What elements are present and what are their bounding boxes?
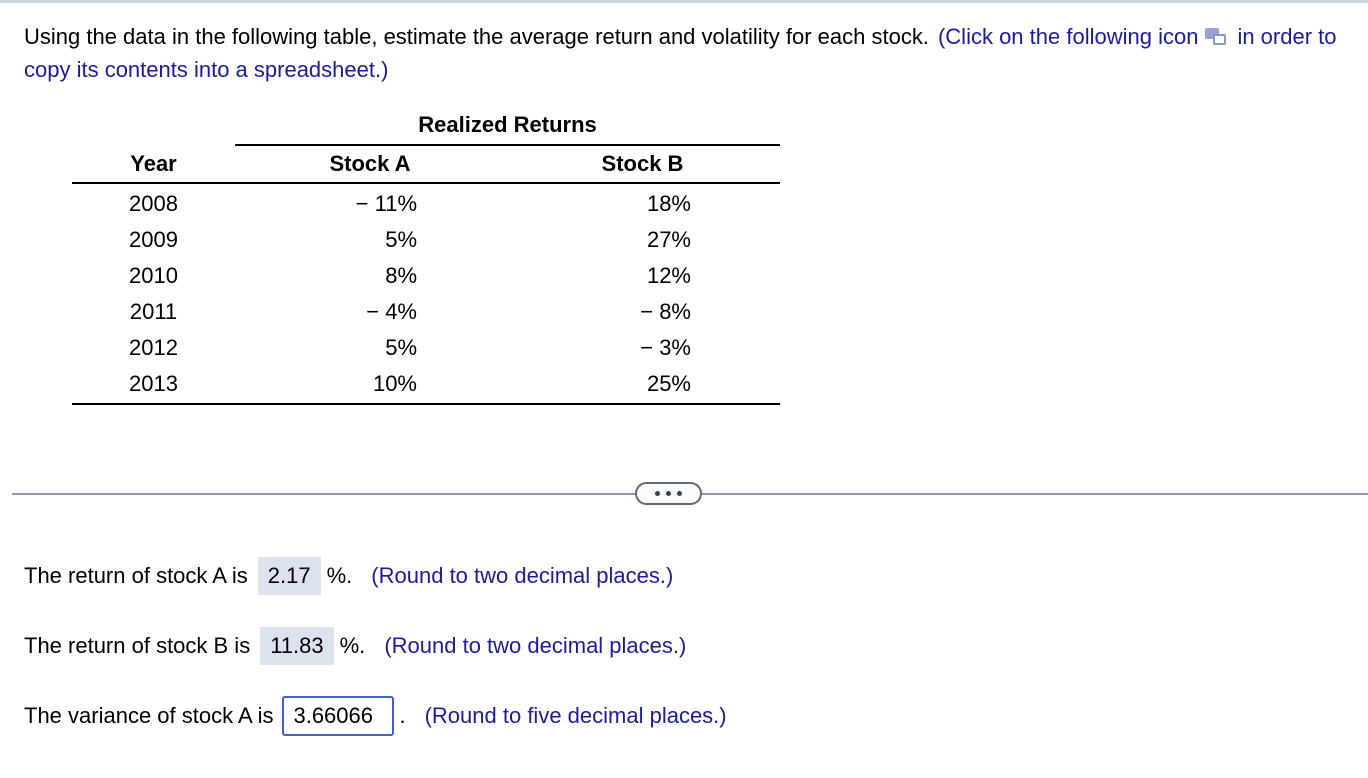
cell-stock-b: 25% [646, 371, 691, 396]
table-row: 2013 10% 25% [72, 366, 780, 402]
cell-year: 2011 [129, 299, 178, 324]
table-row: 2010 8% 12% [72, 258, 780, 294]
table-row: 2011 − 4% − 8% [72, 294, 780, 330]
answer-prefix: The return of stock B is [24, 633, 251, 658]
table-row: 2012 5% − 3% [72, 330, 780, 366]
column-header-stock-b: Stock B [601, 151, 684, 176]
variance-a-input[interactable] [282, 696, 395, 736]
cell-stock-a: 5% [385, 227, 417, 252]
column-header-year: Year [130, 151, 177, 176]
cell-year: 2010 [129, 263, 178, 288]
copy-to-spreadsheet-icon[interactable] [1205, 28, 1228, 47]
answer-suffix: %. [326, 563, 353, 588]
rounding-hint: (Round to two decimal places.) [384, 633, 687, 658]
return-a-answer-field[interactable]: 2.17 [257, 557, 321, 595]
table-spanner-header: Realized Returns [235, 110, 780, 146]
question-text: Using the data in the following table, e… [24, 20, 1368, 86]
cell-year: 2009 [129, 227, 178, 252]
answer-suffix: %. [339, 633, 366, 658]
table-row: 2009 5% 27% [72, 222, 780, 258]
cell-year: 2013 [129, 371, 178, 396]
expand-collapse-button[interactable] [635, 482, 702, 505]
column-header-stock-a: Stock A [329, 151, 411, 176]
answer-suffix: . [399, 703, 406, 728]
return-b-answer-field[interactable]: 11.83 [260, 627, 334, 665]
cell-stock-a: 5% [385, 335, 417, 360]
answer-line-return-b: The return of stock B is 11.83 %. (Round… [24, 625, 686, 667]
answer-prefix: The return of stock A is [24, 563, 248, 588]
ellipsis-icon [655, 491, 660, 496]
cell-stock-b: 27% [646, 227, 691, 252]
rounding-hint: (Round to five decimal places.) [424, 703, 727, 728]
ellipsis-icon [677, 491, 682, 496]
cell-year: 2012 [129, 335, 178, 360]
answer-line-variance-a: The variance of stock A is . (Round to f… [24, 695, 727, 737]
cell-year: 2008 [129, 191, 178, 216]
table-row: 2008 − 11% 18% [72, 186, 780, 222]
question-click-suffix: in order to copy its contents into a spr… [24, 24, 1337, 82]
question-click-prefix: (Click on the following icon [937, 24, 1199, 49]
cell-stock-a: − 4% [366, 299, 417, 324]
question-stem: Using the data in the following table, e… [24, 24, 929, 49]
copy-icon-front-square [1213, 34, 1227, 45]
page-top-border [0, 0, 1368, 3]
cell-stock-b: − 8% [640, 299, 691, 324]
answer-line-return-a: The return of stock A is 2.17 %. (Round … [24, 555, 673, 597]
cell-stock-a: 8% [385, 263, 417, 288]
cell-stock-b: 18% [646, 191, 691, 216]
table-body: 2008 − 11% 18% 2009 5% 27% 2010 8% 12% 2… [72, 184, 780, 405]
table-header-row: Year Stock A Stock B [72, 146, 780, 184]
cell-stock-b: 12% [646, 263, 691, 288]
cell-stock-b: − 3% [640, 335, 691, 360]
copy-icon-back-square [1205, 28, 1220, 39]
realized-returns-table: Realized Returns Year Stock A Stock B 20… [72, 110, 780, 405]
answer-prefix: The variance of stock A is [24, 703, 274, 728]
cell-stock-a: 10% [372, 371, 417, 396]
ellipsis-icon [666, 491, 671, 496]
rounding-hint: (Round to two decimal places.) [371, 563, 674, 588]
cell-stock-a: − 11% [355, 191, 417, 216]
